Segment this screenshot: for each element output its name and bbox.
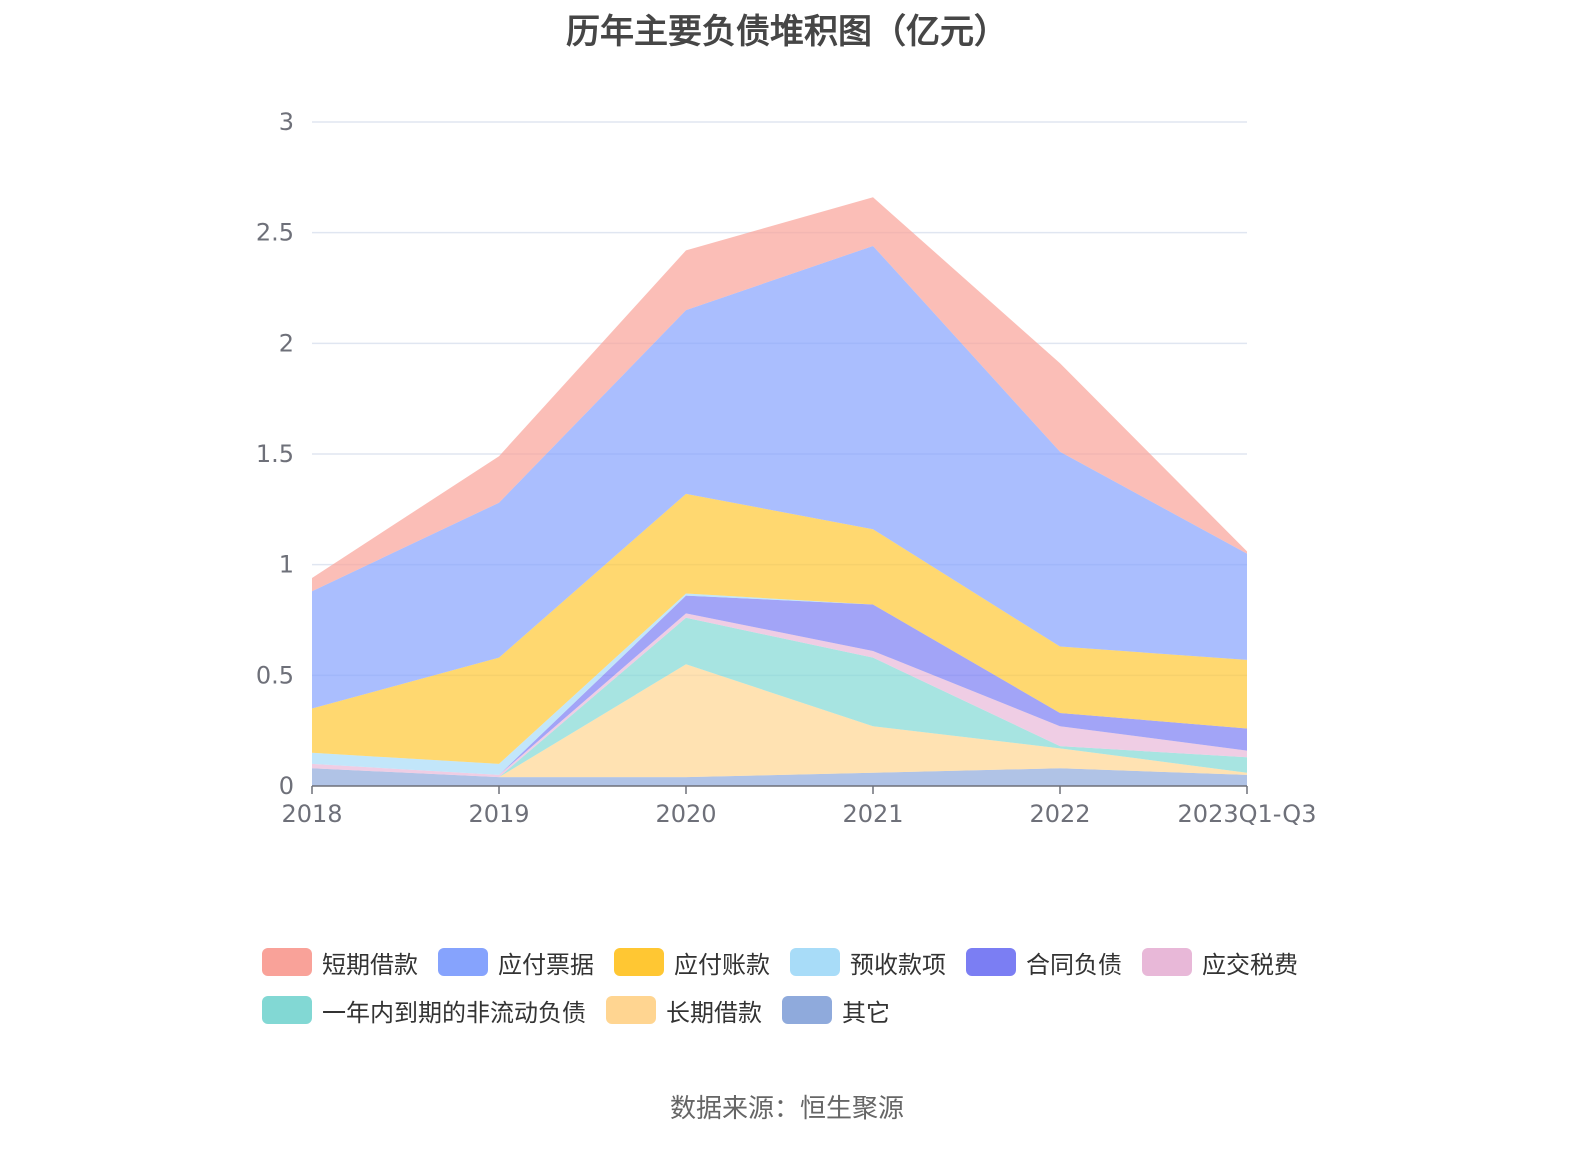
legend-swatch: [262, 948, 312, 976]
x-tick-label: 2022: [1029, 800, 1090, 828]
legend-label: 短期借款: [322, 950, 418, 979]
legend-swatch: [438, 948, 488, 976]
data-source-note: 数据来源：恒生聚源: [669, 1094, 904, 1124]
area-series-应付账款[interactable]: [312, 493, 1247, 764]
area-series-预收款项[interactable]: [312, 593, 1247, 775]
legend-item[interactable]: 应交税费: [1142, 938, 1298, 986]
legend-label: 预收款项: [850, 950, 946, 979]
chart-title: 历年主要负债堆积图（亿元）: [566, 12, 1008, 52]
legend-label: 长期借款: [666, 998, 762, 1027]
area-series-应付票据[interactable]: [312, 245, 1247, 709]
legend-swatch: [790, 948, 840, 976]
y-tick-label: 0.5: [256, 661, 294, 689]
legend-label: 合同负债: [1026, 950, 1122, 979]
legend-item[interactable]: 应付账款: [614, 938, 770, 986]
x-tick-label: 2020: [655, 800, 716, 828]
area-series-长期借款[interactable]: [312, 664, 1247, 778]
legend-label: 其它: [842, 998, 890, 1027]
legend-item[interactable]: 应付票据: [438, 938, 594, 986]
y-tick-label: 1.5: [256, 440, 294, 468]
legend-item[interactable]: 合同负债: [966, 938, 1122, 986]
legend-swatch: [262, 996, 312, 1024]
x-tick-label: 2021: [842, 800, 903, 828]
area-series-其它[interactable]: [312, 768, 1247, 786]
legend-item[interactable]: 一年内到期的非流动负债: [262, 986, 586, 1034]
area-series: [312, 197, 1247, 786]
area-series-短期借款[interactable]: [312, 197, 1247, 592]
legend-label: 应付账款: [674, 950, 770, 979]
legend-swatch: [782, 996, 832, 1024]
y-tick-label: 1: [279, 551, 294, 579]
legend-label: 应交税费: [1202, 950, 1298, 979]
y-tick-label: 2.5: [256, 219, 294, 247]
y-tick-label: 3: [279, 108, 294, 136]
x-tick-label: 2023Q1-Q3: [1178, 800, 1317, 828]
legend-item[interactable]: 预收款项: [790, 938, 946, 986]
y-tick-label: 0: [279, 772, 294, 800]
legend-swatch: [606, 996, 656, 1024]
area-series-应交税费[interactable]: [312, 613, 1247, 778]
x-tick-label: 2018: [281, 800, 342, 828]
legend-swatch: [1142, 948, 1192, 976]
legend: 短期借款 应付票据 应付账款 预收款项 合同负债 应交税费一年内到期的非流动负债 长期借款 其…: [262, 938, 1342, 1034]
legend-swatch: [966, 948, 1016, 976]
legend-swatch: [614, 948, 664, 976]
legend-item[interactable]: 短期借款: [262, 938, 418, 986]
legend-label: 一年内到期的非流动负债: [322, 998, 586, 1027]
area-series-一年内到期的非流动负债[interactable]: [312, 617, 1247, 778]
legend-item[interactable]: 长期借款: [606, 986, 762, 1034]
legend-item[interactable]: 其它: [782, 986, 890, 1034]
x-tick-label: 2019: [468, 800, 529, 828]
legend-label: 应付票据: [498, 950, 594, 979]
axes: 0 0.5 1 1.5 2 2.5 3 2018 2019 2020 2021 2022 2023Q1-…: [256, 108, 1317, 828]
y-tick-label: 2: [279, 329, 294, 357]
